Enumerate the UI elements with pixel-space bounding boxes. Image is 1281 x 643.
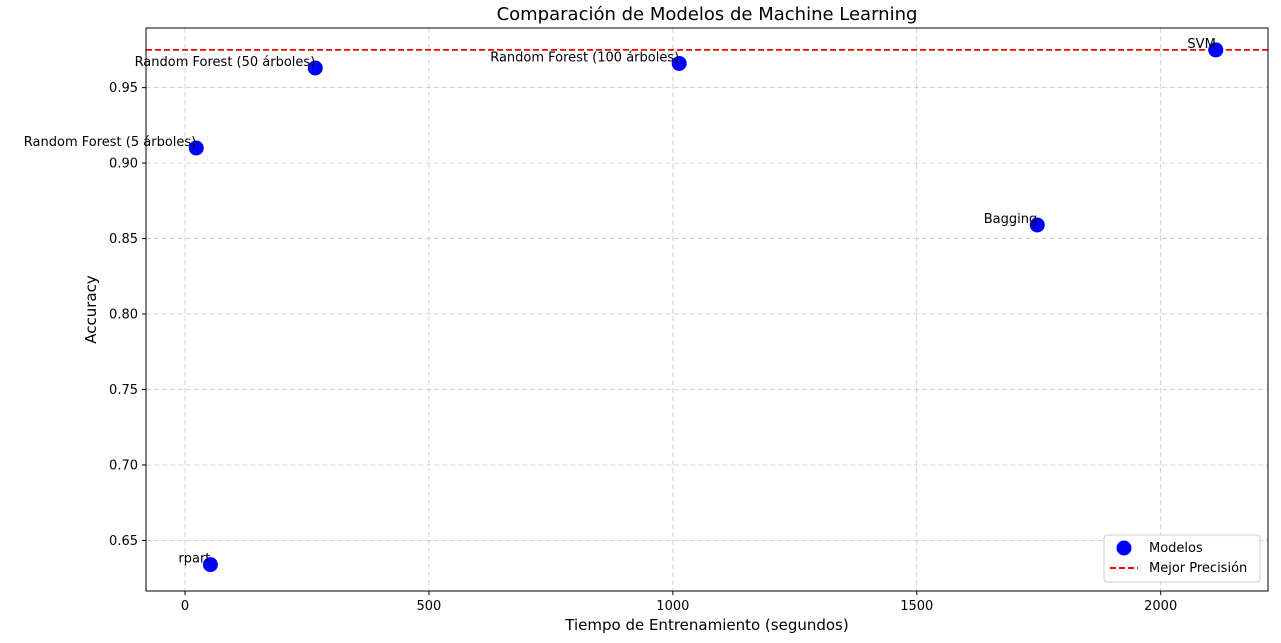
data-points [188,42,1224,573]
data-point-label: Random Forest (50 árboles) [135,55,316,70]
x-axis-ticks: 0 500 1000 1500 2000 [181,591,1177,614]
data-point-label: rpart [178,552,210,567]
point-labels: rpart Random Forest (5 árboles) Random For… [24,37,1216,567]
plot-frame [145,27,1269,592]
y-tick-label: 0.95 [109,81,138,96]
y-tick-label: 0.85 [109,232,138,247]
data-point [1208,42,1224,58]
legend-marker-modelos [1116,540,1132,556]
data-point [202,557,218,573]
data-point-label: Random Forest (100 árboles) [490,50,679,65]
x-tick-label: 500 [417,599,442,614]
data-point [1029,217,1045,233]
data-point [671,55,687,71]
legend-label-modelos: Modelos [1149,541,1203,556]
data-point-label: Random Forest (5 árboles) [24,135,196,150]
legend-label-reference: Mejor Precisión [1149,561,1247,576]
legend: Modelos Mejor Precisión [1103,534,1261,583]
data-point-label: SVM [1187,37,1215,52]
chart-title: Comparación de Modelos de Machine Learni… [497,4,918,25]
x-tick-label: 0 [181,599,189,614]
y-tick-label: 0.80 [109,308,138,323]
x-tick-label: 1000 [656,599,689,614]
x-tick-label: 2000 [1144,599,1177,614]
x-tick-label: 1500 [900,599,933,614]
y-tick-label: 0.65 [109,534,138,549]
y-axis-ticks: 0.65 0.70 0.75 0.80 0.85 0.90 0.95 [109,81,146,549]
x-axis-label: Tiempo de Entrenamiento (segundos) [564,616,848,634]
y-axis-label: Accuracy [82,275,100,344]
data-point [188,140,204,156]
y-tick-label: 0.90 [109,157,138,172]
data-point-label: Bagging [984,212,1038,227]
y-tick-label: 0.75 [109,383,138,398]
data-point [307,60,323,76]
y-tick-label: 0.70 [109,458,138,473]
legend-box [1103,534,1261,583]
grid-lines [146,28,1268,591]
